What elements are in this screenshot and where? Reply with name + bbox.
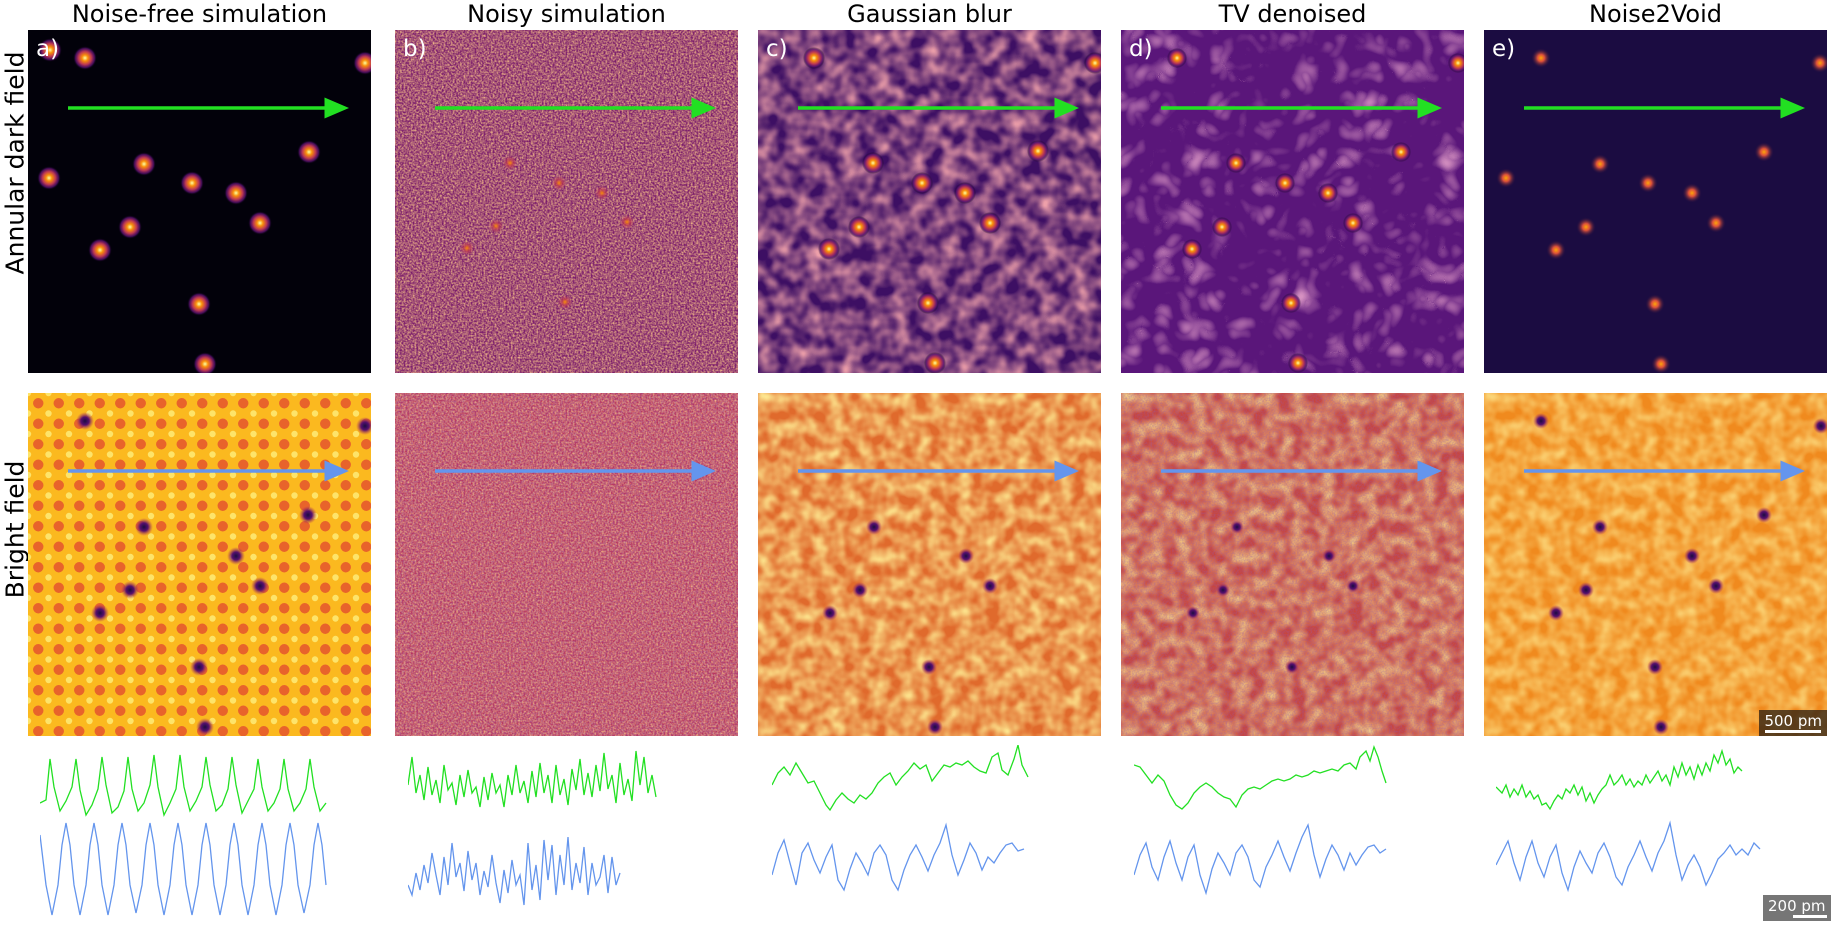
panel-adf-noisy: b) [395,30,738,373]
bf-profile-line [772,822,1025,892]
profiles-tv [1134,745,1387,896]
adf-profile-line [1134,745,1387,810]
panel-adf-n2v: e) [1484,30,1827,373]
bf-profile-line [408,836,621,906]
column-title-noise-free: Noise-free simulation [71,0,328,28]
panel-letter-e: e) [1492,36,1516,62]
panel-letter-d: d) [1129,36,1153,62]
adf-profile-line [1496,748,1743,811]
adf-profile-line [408,750,657,808]
panel-adf-gaussian: c) [758,30,1101,373]
column-title-noisy: Noisy simulation [467,0,666,28]
panel-adf-noise-free: a) [28,30,371,373]
panel-letter-b: b) [403,36,427,62]
panel-letter-a: a) [36,36,60,62]
bf-profile-line [1134,823,1387,896]
adf-profile-line [772,745,1029,812]
bf-profile-line [40,822,327,916]
profile-scalebar: 200 pm [1763,895,1831,921]
panel-bf-gaussian [758,393,1101,736]
panel-bf-n2v: 500 pm [1484,393,1827,736]
column-title-tv: TV denoised [1218,0,1367,28]
image-scalebar-bar [1765,730,1821,733]
profiles-noise-free [40,754,327,916]
panel-bf-noise-free [28,393,371,736]
panel-adf-tv: d) [1121,30,1464,373]
adf-atom-spots [37,38,371,373]
column-title-n2v: Noise2Void [1589,0,1722,28]
adf-profile-line [40,754,327,817]
image-scalebar: 500 pm [1759,710,1827,736]
panel-bf-tv [1121,393,1464,736]
profile-scalebar-label: 200 pm [1768,897,1826,915]
row-label-bf: Bright field [0,460,30,599]
image-scalebar-label: 500 pm [1764,712,1822,730]
panel-bf-noisy [395,393,738,736]
profiles-n2v [1496,748,1761,893]
panel-letter-c: c) [766,36,788,62]
profile-scalebar-bar [1793,915,1827,918]
bf-profile-line [1496,820,1761,893]
profiles-gaussian [772,745,1029,892]
profiles-noisy [408,750,657,906]
row-label-adf: Annular dark field [0,51,30,275]
column-title-gaussian: Gaussian blur [847,0,1012,28]
